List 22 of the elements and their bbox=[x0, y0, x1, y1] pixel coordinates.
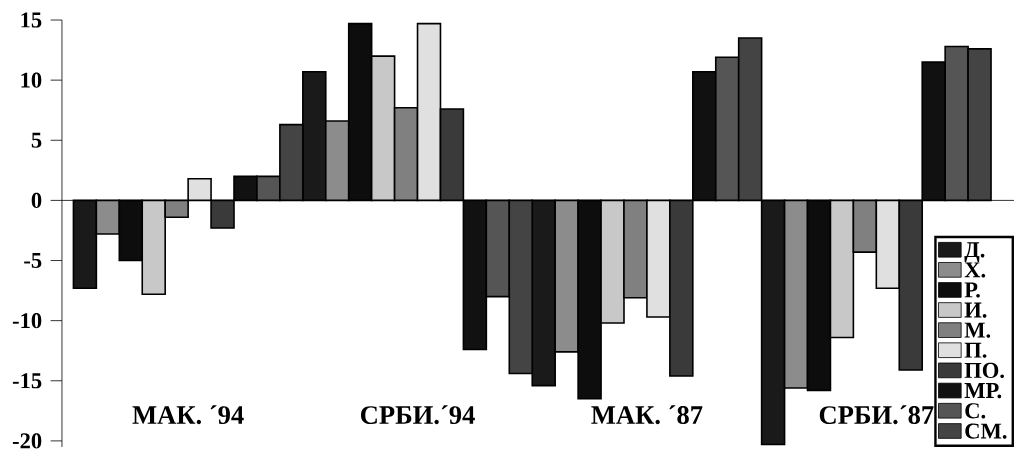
legend-label: Х. bbox=[964, 262, 986, 278]
y-tick-label: -15 bbox=[12, 373, 42, 389]
y-tick-label: 10 bbox=[21, 72, 42, 88]
legend-label: М. bbox=[964, 322, 991, 338]
y-tick-label: 15 bbox=[21, 12, 42, 28]
legend-label: МР. bbox=[964, 383, 1002, 399]
legend-label: Д. bbox=[964, 242, 985, 262]
legend-label: ПО. bbox=[964, 362, 1004, 379]
legend-label: П. bbox=[964, 342, 987, 358]
legend-label: И. bbox=[964, 302, 987, 318]
y-tick-label: -10 bbox=[12, 313, 42, 329]
x-tick-label: МАК. ´87 bbox=[591, 405, 703, 425]
y-tick-label: -20 bbox=[12, 433, 42, 449]
y-tick-label: 5 bbox=[31, 132, 42, 148]
x-tick-label: МАК. ´94 bbox=[132, 405, 244, 425]
legend-label: СМ. bbox=[965, 423, 1007, 439]
legend-label: Р. bbox=[964, 282, 980, 298]
legend-label: С. bbox=[965, 403, 986, 419]
y-tick-label: -5 bbox=[24, 253, 42, 269]
y-tick-label: 0 bbox=[31, 192, 42, 209]
x-tick-label: СРБИ.´87 bbox=[819, 405, 934, 425]
x-tick-label: СРБИ.´94 bbox=[361, 405, 475, 425]
